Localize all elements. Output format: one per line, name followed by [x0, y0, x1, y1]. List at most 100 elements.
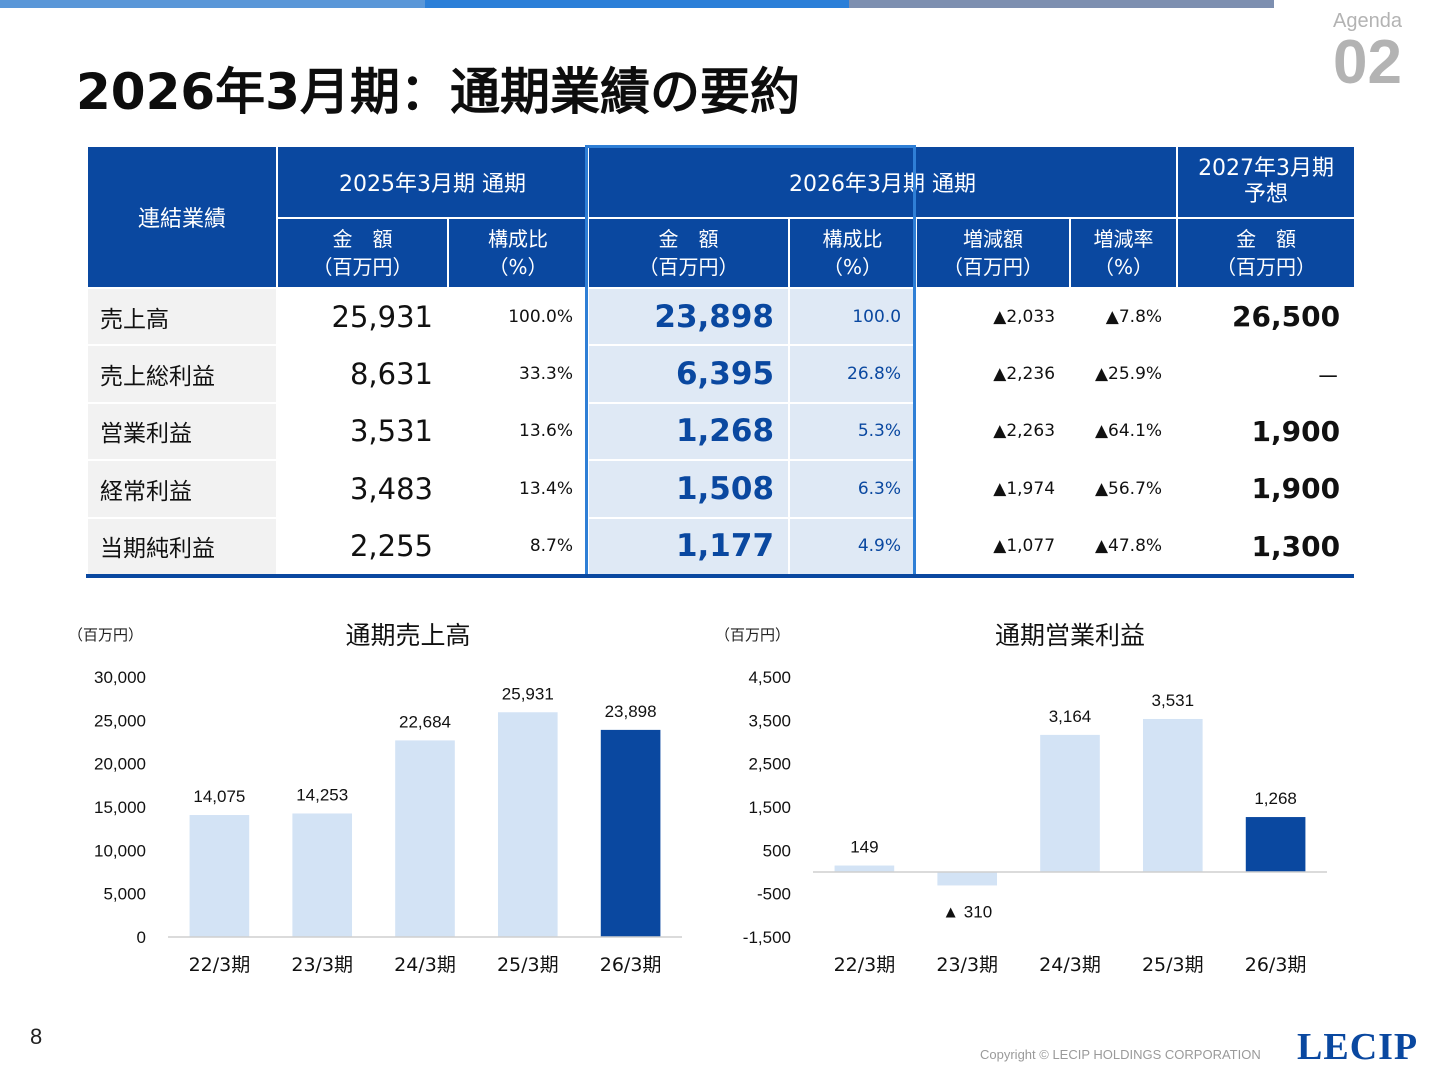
table-row: 売上高 25,931 100.0% 23,898 100.0 ▲2,033 ▲7…: [86, 286, 1357, 347]
x-tick-label: 23/3期: [936, 954, 998, 976]
x-tick-label: 26/3期: [1245, 954, 1307, 976]
summary-table: 連結業績 2025年3月期 通期 2026年3月期 通期 2027年3月期 予想…: [86, 145, 1357, 576]
y-tick-label: 10,000: [94, 841, 146, 860]
fy27-forecast: －: [1176, 344, 1357, 404]
y-tick-label: 1,500: [748, 798, 791, 817]
data-label: 25,931: [502, 684, 554, 703]
y-tick-label: 4,500: [748, 668, 791, 687]
fy25-ratio: 13.4%: [446, 459, 590, 519]
copyright-notice: Copyright © LECIP HOLDINGS CORPORATION: [980, 1047, 1261, 1062]
fy26-amount: 1,177: [587, 516, 791, 576]
bar: [292, 813, 353, 937]
data-label: 149: [850, 838, 878, 857]
fy26-amount: 23,898: [587, 286, 791, 347]
header-fy2027: 2027年3月期 予想: [1176, 145, 1357, 219]
y-tick-label: 25,000: [94, 711, 146, 730]
fy26-ratio: 4.9%: [788, 516, 918, 576]
header-fy2027-line2: 予想: [1244, 182, 1289, 207]
y-axis-unit-label: （百万円）: [68, 626, 143, 644]
agenda-number: 02: [1333, 28, 1402, 97]
page-number: 8: [30, 1024, 43, 1049]
agenda-label: Agenda: [1333, 10, 1402, 32]
fy25-ratio: 33.3%: [446, 344, 590, 404]
fy25-amount: 8,631: [276, 344, 449, 404]
change-rate: ▲64.1%: [1069, 401, 1179, 462]
x-tick-label: 23/3期: [291, 954, 353, 976]
change-rate: ▲47.8%: [1069, 516, 1179, 576]
chart-title: 通期売上高: [345, 621, 470, 650]
fy26-amount: 1,508: [587, 459, 791, 519]
fy26-ratio: 100.0: [788, 286, 918, 347]
fy25-ratio: 100.0%: [446, 286, 590, 347]
bar: [600, 729, 661, 937]
y-tick-label: 0: [137, 928, 146, 947]
y-tick-label: -500: [757, 885, 791, 904]
change-rate: ▲7.8%: [1069, 286, 1179, 347]
data-label: ▲ 310: [942, 902, 992, 921]
header-fy2025: 2025年3月期 通期: [275, 145, 590, 219]
bar: [395, 740, 455, 937]
sales-chart: 通期売上高 （百万円） 0 5,000 10,000 15,000 20,000 25,000…: [60, 610, 700, 990]
row-label: 営業利益: [86, 401, 278, 462]
fy25-amount: 3,531: [276, 401, 449, 462]
fy25-amount: 2,255: [276, 516, 449, 576]
top-accent-segment-1: [0, 0, 425, 8]
chart-title: 通期営業利益: [995, 621, 1145, 650]
y-tick-label: 500: [763, 841, 791, 860]
top-accent-segment-3: [849, 0, 1275, 8]
y-axis-unit-label: （百万円）: [715, 626, 790, 644]
y-tick-label: 3,500: [748, 711, 791, 730]
fy26-ratio: 26.8%: [788, 344, 918, 404]
y-tick-label: 20,000: [94, 755, 146, 774]
subheader-fy27-amount: 金 額（百万円）: [1176, 217, 1357, 289]
x-tick-label: 24/3期: [394, 954, 456, 976]
agenda-marker: Agenda 02: [1333, 10, 1402, 97]
table-corner-header: 連結業績: [86, 145, 278, 289]
y-tick-label: -1,500: [743, 928, 791, 947]
data-label: 14,253: [296, 785, 348, 804]
subheader-change: 増減額 （百万円）: [915, 217, 1072, 289]
fy26-ratio: 6.3%: [788, 459, 918, 519]
change-amount: ▲2,033: [915, 286, 1072, 347]
row-label: 当期純利益: [86, 516, 278, 576]
y-tick-label: 5,000: [103, 885, 146, 904]
subheader-fy26-ratio: 構成比 （%）: [788, 217, 918, 289]
data-label: 14,075: [193, 787, 245, 806]
bar: [937, 872, 998, 886]
subheader-rate: 増減率 （%）: [1069, 217, 1179, 289]
fy26-ratio: 5.3%: [788, 401, 918, 462]
fy25-amount: 3,483: [276, 459, 449, 519]
row-label: 経常利益: [86, 459, 278, 519]
bar: [1245, 817, 1306, 872]
page-title: 2026年3月期：通期業績の要約: [76, 63, 800, 121]
change-amount: ▲2,263: [915, 401, 1072, 462]
fy26-amount: 1,268: [587, 401, 791, 462]
table-row: 売上総利益 8,631 33.3% 6,395 26.8% ▲2,236 ▲25…: [86, 344, 1357, 404]
data-label: 3,531: [1152, 691, 1195, 710]
fy27-forecast: 26,500: [1176, 286, 1357, 347]
data-label: 22,684: [399, 712, 451, 731]
bar: [834, 865, 895, 872]
data-label: 1,268: [1254, 789, 1297, 808]
bar: [189, 815, 250, 937]
y-tick-label: 15,000: [94, 798, 146, 817]
bar: [1142, 718, 1203, 872]
company-logo: LECIP: [1297, 1026, 1419, 1068]
fy25-ratio: 8.7%: [446, 516, 590, 576]
header-fy2027-line1: 2027年3月期: [1198, 156, 1335, 181]
fy27-forecast: 1,300: [1176, 516, 1357, 576]
data-label: 3,164: [1049, 707, 1092, 726]
data-label: 23,898: [605, 702, 657, 721]
fy27-forecast: 1,900: [1176, 401, 1357, 462]
top-accent-segment-2: [424, 0, 850, 8]
change-rate: ▲56.7%: [1069, 459, 1179, 519]
top-accent-bar: [0, 0, 1275, 8]
fy25-amount: 25,931: [276, 286, 449, 347]
bar: [497, 712, 558, 937]
sales-chart-svg: 通期売上高 （百万円） 0 5,000 10,000 15,000 20,000 25,000…: [68, 621, 682, 976]
table-row: 当期純利益 2,255 8.7% 1,177 4.9% ▲1,077 ▲47.8…: [86, 516, 1357, 576]
bar: [1040, 734, 1100, 872]
y-tick-label: 30,000: [94, 668, 146, 687]
x-tick-label: 26/3期: [600, 954, 662, 976]
table-bottom-rule: [86, 574, 1354, 578]
